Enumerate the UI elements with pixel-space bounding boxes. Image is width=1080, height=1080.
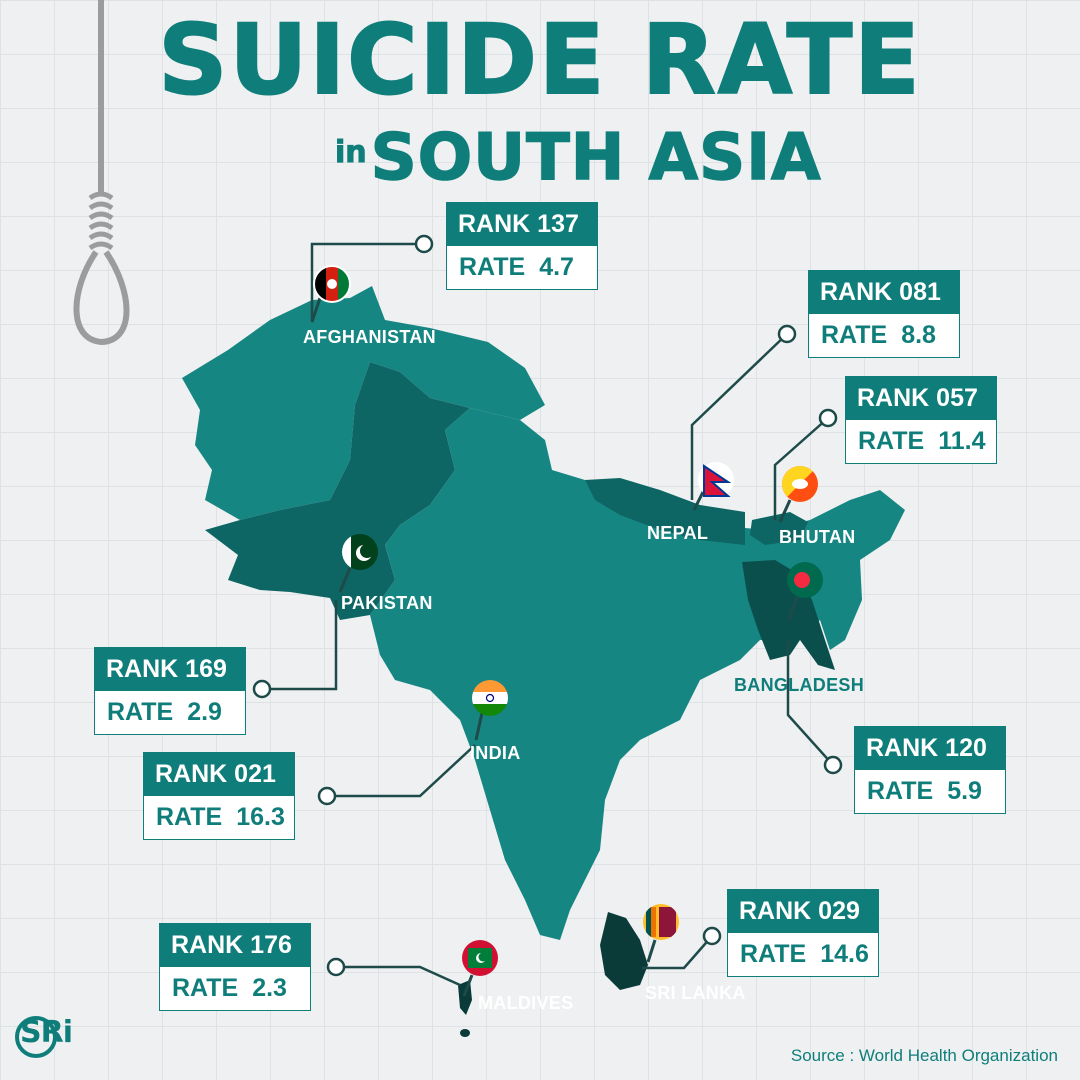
- rank-row: RANK 021: [143, 752, 295, 796]
- connector-bhutan: [773, 417, 829, 520]
- nepal-region: [585, 478, 745, 545]
- rank-row: RANK 057: [845, 376, 997, 420]
- afghanistan-region: [182, 286, 545, 520]
- stat-card-bangladesh: RANK 120 RATE 5.9: [854, 726, 1006, 814]
- country-label-afghanistan: AFGHANISTAN: [303, 327, 436, 347]
- rate-row: RATE 16.3: [143, 796, 295, 840]
- rank-row: RANK 081: [808, 270, 960, 314]
- rate-row: RATE 11.4: [845, 420, 997, 464]
- rate-row: RATE 5.9: [854, 770, 1006, 814]
- bhutan-flag-icon: [778, 466, 818, 523]
- connector-maldives: [336, 965, 461, 987]
- rank-row: RANK 137: [446, 202, 598, 246]
- stat-card-afghanistan: RANK 137 RATE 4.7: [446, 202, 598, 290]
- rank-row: RANK 169: [94, 647, 246, 691]
- rank-row: RANK 176: [159, 923, 311, 967]
- pakistan-flag-icon: [338, 534, 378, 593]
- logo: SRi: [20, 1015, 73, 1050]
- bangladesh-region: [742, 560, 835, 670]
- connector-bangladesh: [786, 640, 834, 766]
- country-label-srilanka: SRI LANKA: [645, 983, 746, 1003]
- country-label-maldives: MALDIVES: [478, 993, 574, 1013]
- india-flag-icon: [472, 680, 508, 741]
- country-label-india: INDIA: [470, 743, 521, 763]
- stat-card-maldives: RANK 176 RATE 2.3: [159, 923, 311, 1011]
- country-label-pakistan: PAKISTAN: [341, 593, 433, 613]
- country-label-bangladesh: BANGLADESH: [734, 675, 865, 695]
- stat-card-bhutan: RANK 057 RATE 11.4: [845, 376, 997, 464]
- nepal-flag-icon: [692, 462, 734, 511]
- pakistan-region: [205, 362, 470, 620]
- rate-row: RATE 2.9: [94, 691, 246, 735]
- country-label-bhutan: BHUTAN: [779, 527, 856, 547]
- sri-lanka-region: [600, 912, 648, 990]
- page-subtitle: in SOUTH ASIA: [335, 121, 822, 195]
- sri-logo-icon: [15, 1016, 57, 1058]
- connector-afghanistan: [310, 242, 424, 322]
- sri-lanka-flag-icon: [643, 904, 679, 963]
- connector-srilanka: [642, 935, 713, 970]
- stat-card-nepal: RANK 081 RATE 8.8: [808, 270, 960, 358]
- noose-icon: [73, 0, 130, 346]
- rate-row: RATE 14.6: [727, 933, 879, 977]
- subtitle-text: SOUTH ASIA: [370, 121, 822, 195]
- afghanistan-flag-icon: [310, 265, 351, 323]
- connector-india: [327, 744, 476, 798]
- subtitle-prefix: in: [335, 135, 368, 170]
- stat-card-pakistan: RANK 169 RATE 2.9: [94, 647, 246, 735]
- page-title: SUICIDE RATE: [157, 4, 922, 116]
- bhutan-region: [750, 512, 808, 545]
- stat-card-srilanka: RANK 029 RATE 14.6: [727, 889, 879, 977]
- connector-nepal: [690, 333, 788, 500]
- rate-row: RATE 8.8: [808, 314, 960, 358]
- rate-row: RATE 4.7: [446, 246, 598, 290]
- maldives-flag-icon: [462, 940, 498, 997]
- connector-pakistan: [262, 600, 338, 691]
- stat-card-india: RANK 021 RATE 16.3: [143, 752, 295, 840]
- rank-row: RANK 029: [727, 889, 879, 933]
- rank-row: RANK 120: [854, 726, 1006, 770]
- bangladesh-flag-icon: [787, 562, 823, 621]
- maldives-region: [458, 980, 472, 1015]
- source-note: Source : World Health Organization: [790, 1046, 1058, 1065]
- country-label-nepal: NEPAL: [647, 523, 709, 543]
- rate-row: RATE 2.3: [159, 967, 311, 1011]
